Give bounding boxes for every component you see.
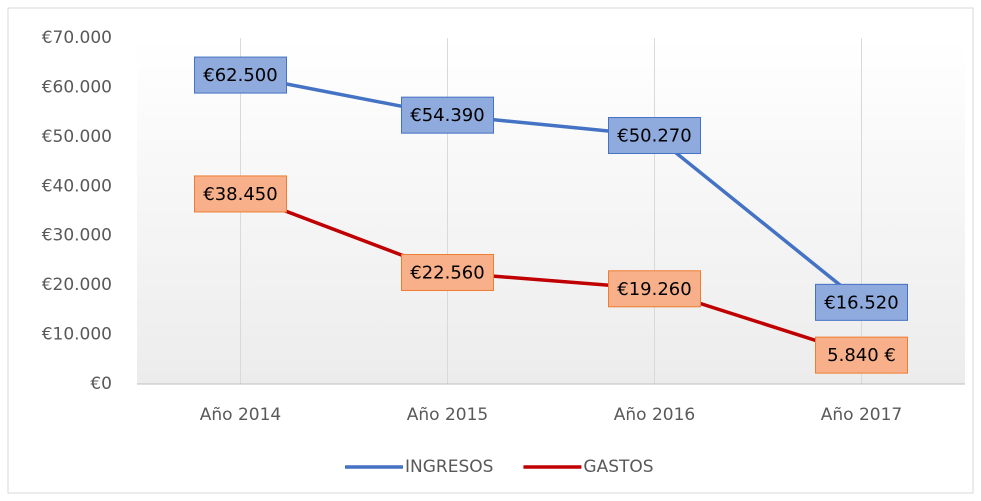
y-tick-label: €0	[90, 374, 112, 394]
y-tick-label: €20.000	[42, 275, 112, 295]
data-label-box	[608, 270, 701, 308]
data-label: €19.260	[617, 279, 691, 300]
y-tick-label: €40.000	[42, 176, 112, 196]
y-tick-label: €30.000	[42, 226, 112, 246]
data-label: €22.560	[410, 262, 484, 283]
data-label-box	[401, 253, 494, 291]
data-label: €62.500	[203, 65, 277, 86]
data-label: €38.450	[203, 184, 277, 205]
y-tick-label: €50.000	[42, 127, 112, 147]
y-tick-label: €70.000	[42, 28, 112, 48]
x-tick-label: Año 2014	[200, 405, 281, 425]
legend-label: GASTOS	[583, 457, 653, 477]
x-tick-label: Año 2017	[821, 405, 902, 425]
data-label-box	[401, 96, 494, 134]
data-label-box	[608, 117, 701, 155]
data-label: €16.520	[824, 292, 898, 313]
data-label: €54.390	[410, 105, 484, 126]
data-label-box	[194, 175, 287, 213]
series-line	[239, 192, 863, 357]
data-label-box	[815, 336, 908, 374]
data-label: €50.270	[617, 126, 691, 147]
data-label-box	[815, 283, 908, 321]
y-tick-label: €60.000	[42, 77, 112, 97]
x-tick-label: Año 2015	[407, 405, 488, 425]
x-tick-label: Año 2016	[614, 405, 695, 425]
legend-label: INGRESOS	[405, 457, 493, 477]
series-line	[240, 73, 863, 304]
data-label-box	[194, 56, 287, 94]
data-label: 5.840 €	[827, 345, 896, 366]
y-tick-label: €10.000	[42, 325, 112, 345]
